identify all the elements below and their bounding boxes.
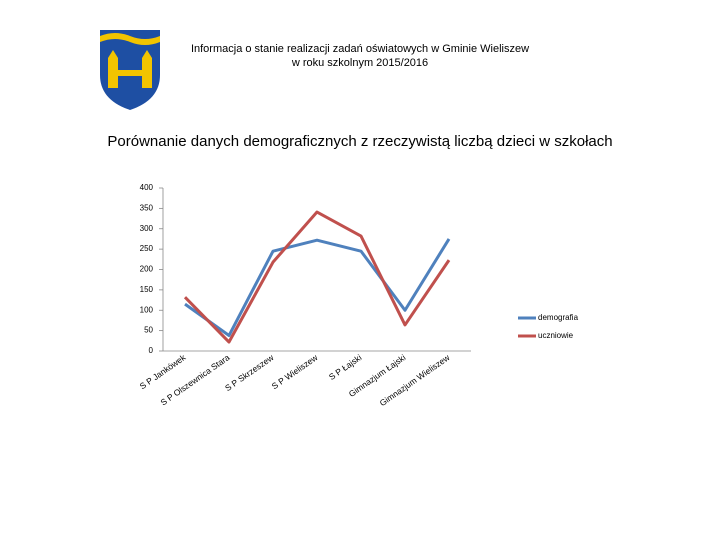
y-tick-label: 100	[140, 305, 154, 314]
logo	[100, 30, 160, 110]
y-tick-label: 250	[140, 244, 154, 253]
header-line-2: w roku szkolnym 2015/2016	[291, 57, 428, 69]
y-tick-label: 350	[140, 203, 154, 212]
legend-label: uczniowie	[538, 331, 574, 340]
chart-title: Porównanie danych demograficznych z rzec…	[107, 133, 612, 150]
series-line	[183, 210, 451, 344]
series-line	[184, 238, 451, 338]
y-tick-label: 150	[140, 285, 154, 294]
y-tick-label: 0	[149, 346, 154, 355]
y-tick-label: 50	[144, 326, 153, 335]
y-tick-label: 400	[140, 183, 154, 192]
legend-label: demografia	[538, 313, 579, 322]
y-tick-label: 200	[140, 265, 154, 274]
header-line-1: Informacja o stanie realizacji zadań ośw…	[191, 43, 529, 55]
y-tick-label: 300	[140, 224, 154, 233]
